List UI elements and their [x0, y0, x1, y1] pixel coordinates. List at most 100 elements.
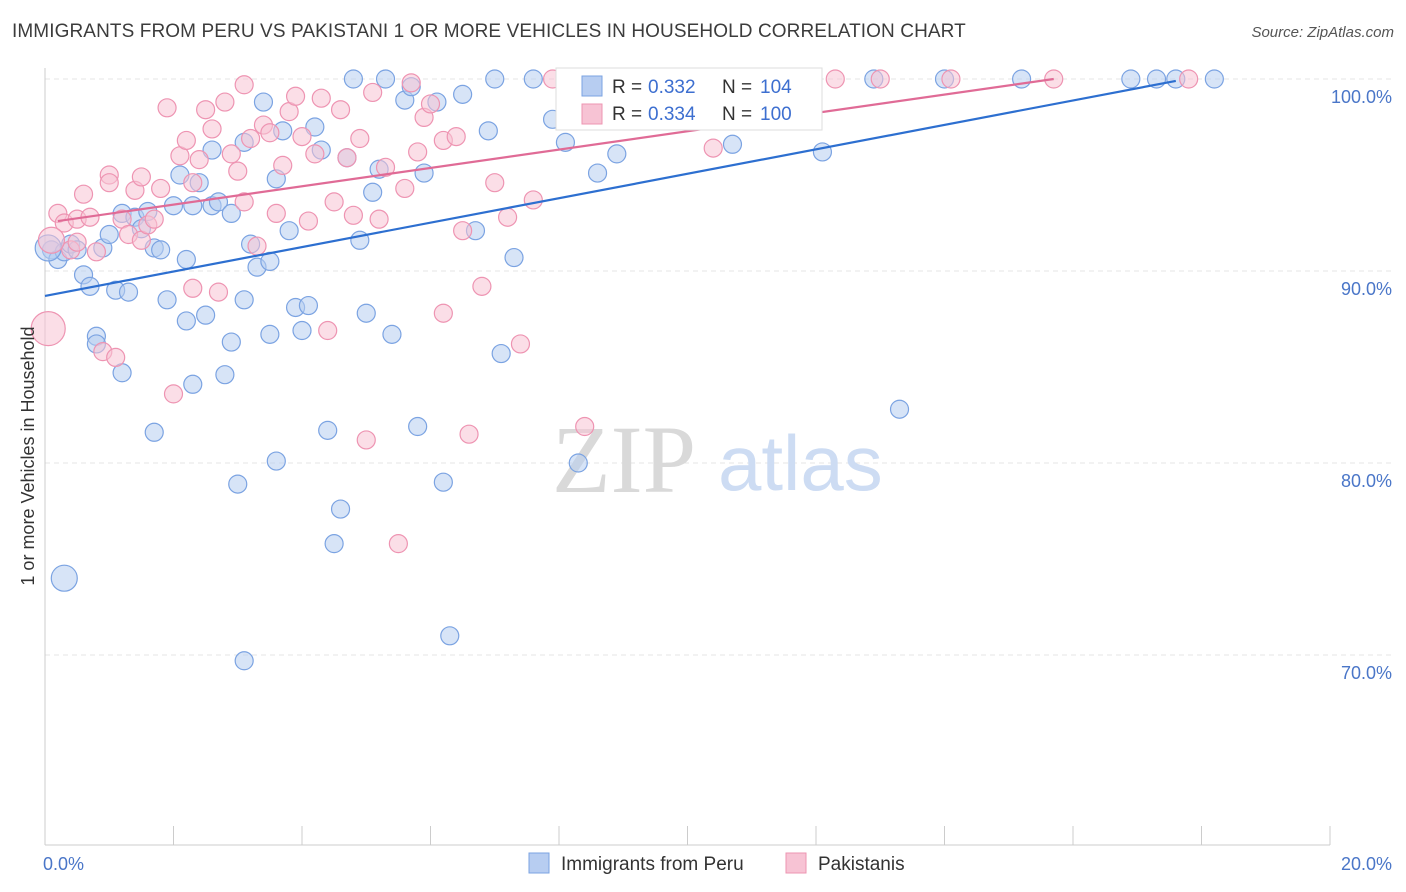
legend-n-label-peru: N = — [722, 77, 752, 98]
data-point-large — [30, 311, 66, 347]
trend-line-peru — [44, 79, 1177, 298]
data-point — [485, 173, 505, 193]
legend-swatch-series-pakistanis — [785, 852, 807, 874]
data-point — [196, 100, 216, 120]
legend-swatch-peru — [581, 75, 603, 97]
data-point — [485, 69, 505, 89]
legend-r-value-pakistanis: 0.334 — [648, 104, 696, 125]
data-point — [375, 69, 396, 89]
series-points-peru — [34, 69, 1224, 671]
data-point — [273, 155, 293, 175]
data-points — [30, 69, 1224, 671]
data-point — [279, 221, 299, 241]
data-point — [459, 424, 479, 444]
data-point — [324, 192, 344, 212]
data-point — [234, 75, 254, 95]
y-tick-label: 100.0% — [1331, 87, 1392, 107]
data-point — [1204, 69, 1224, 89]
trend-lines — [44, 77, 1177, 298]
data-point — [221, 332, 241, 352]
y-axis-title: 1 or more Vehicles in Household — [18, 326, 38, 585]
data-point — [330, 100, 351, 120]
data-point — [607, 144, 627, 164]
data-point — [183, 173, 203, 193]
data-point — [523, 69, 543, 89]
chart-source: Source: ZipAtlas.com — [1251, 24, 1394, 41]
data-point — [202, 140, 222, 160]
legend-r-value-peru: 0.332 — [648, 77, 696, 98]
data-point — [1121, 69, 1141, 89]
data-point — [73, 184, 94, 204]
data-point — [189, 150, 209, 170]
data-point — [568, 453, 588, 473]
data-point — [408, 416, 428, 437]
y-tick-label: 90.0% — [1341, 279, 1392, 299]
data-point — [343, 205, 363, 225]
axes — [44, 68, 1331, 846]
legend-n-value-peru: 104 — [760, 77, 792, 98]
data-point — [163, 384, 184, 404]
data-point — [356, 303, 376, 323]
data-point — [382, 324, 402, 344]
data-point — [433, 472, 453, 492]
y-tick-label: 70.0% — [1341, 663, 1392, 683]
data-point — [144, 422, 164, 442]
data-point — [408, 142, 428, 162]
data-point — [356, 430, 376, 450]
legend-n-label-pakistanis: N = — [722, 104, 752, 125]
legend-label-peru: Immigrants from Peru — [561, 854, 744, 875]
data-point — [363, 82, 383, 103]
data-point — [292, 320, 312, 341]
data-point — [234, 290, 254, 310]
data-point — [67, 232, 87, 252]
grid-lines — [45, 78, 1392, 656]
watermark-atlas: atlas — [718, 419, 883, 507]
data-point — [401, 73, 421, 93]
chart-title: IMMIGRANTS FROM PERU VS PAKISTANI 1 OR M… — [12, 21, 966, 42]
data-point — [196, 305, 216, 325]
data-point — [266, 451, 286, 471]
legend-r-label-pakistanis: R = — [612, 104, 642, 125]
data-point — [228, 474, 248, 494]
data-point — [305, 144, 325, 164]
series-legend: Immigrants from Peru Pakistanis — [528, 852, 905, 875]
data-point — [555, 132, 576, 152]
data-point — [151, 240, 171, 260]
data-point — [363, 182, 383, 202]
data-point — [453, 221, 473, 241]
data-point — [433, 303, 453, 323]
trend-line-pakistanis — [57, 77, 1054, 223]
data-point — [350, 128, 370, 149]
data-point — [825, 69, 845, 89]
data-point — [183, 196, 203, 216]
data-point — [311, 88, 331, 108]
data-point — [478, 121, 498, 141]
legend-swatch-pakistanis — [581, 103, 603, 125]
data-point — [234, 651, 254, 671]
data-point — [298, 211, 319, 231]
data-point — [498, 207, 518, 227]
data-point — [343, 69, 363, 89]
data-point — [208, 282, 229, 302]
data-point — [420, 94, 441, 114]
data-point — [870, 69, 890, 89]
data-point — [176, 249, 196, 270]
data-point — [266, 203, 286, 223]
data-point — [440, 626, 460, 646]
data-point — [941, 69, 961, 89]
data-point-large — [37, 226, 66, 254]
data-point — [812, 142, 833, 162]
data-point — [99, 173, 119, 193]
data-point — [414, 163, 434, 183]
data-point — [221, 144, 241, 164]
data-point — [504, 247, 524, 268]
data-point — [523, 190, 543, 210]
data-point — [298, 295, 319, 316]
data-point — [337, 148, 357, 168]
data-point — [388, 534, 408, 554]
data-point — [318, 420, 338, 440]
data-point — [395, 178, 415, 199]
data-point — [318, 320, 338, 341]
data-point — [292, 127, 312, 147]
